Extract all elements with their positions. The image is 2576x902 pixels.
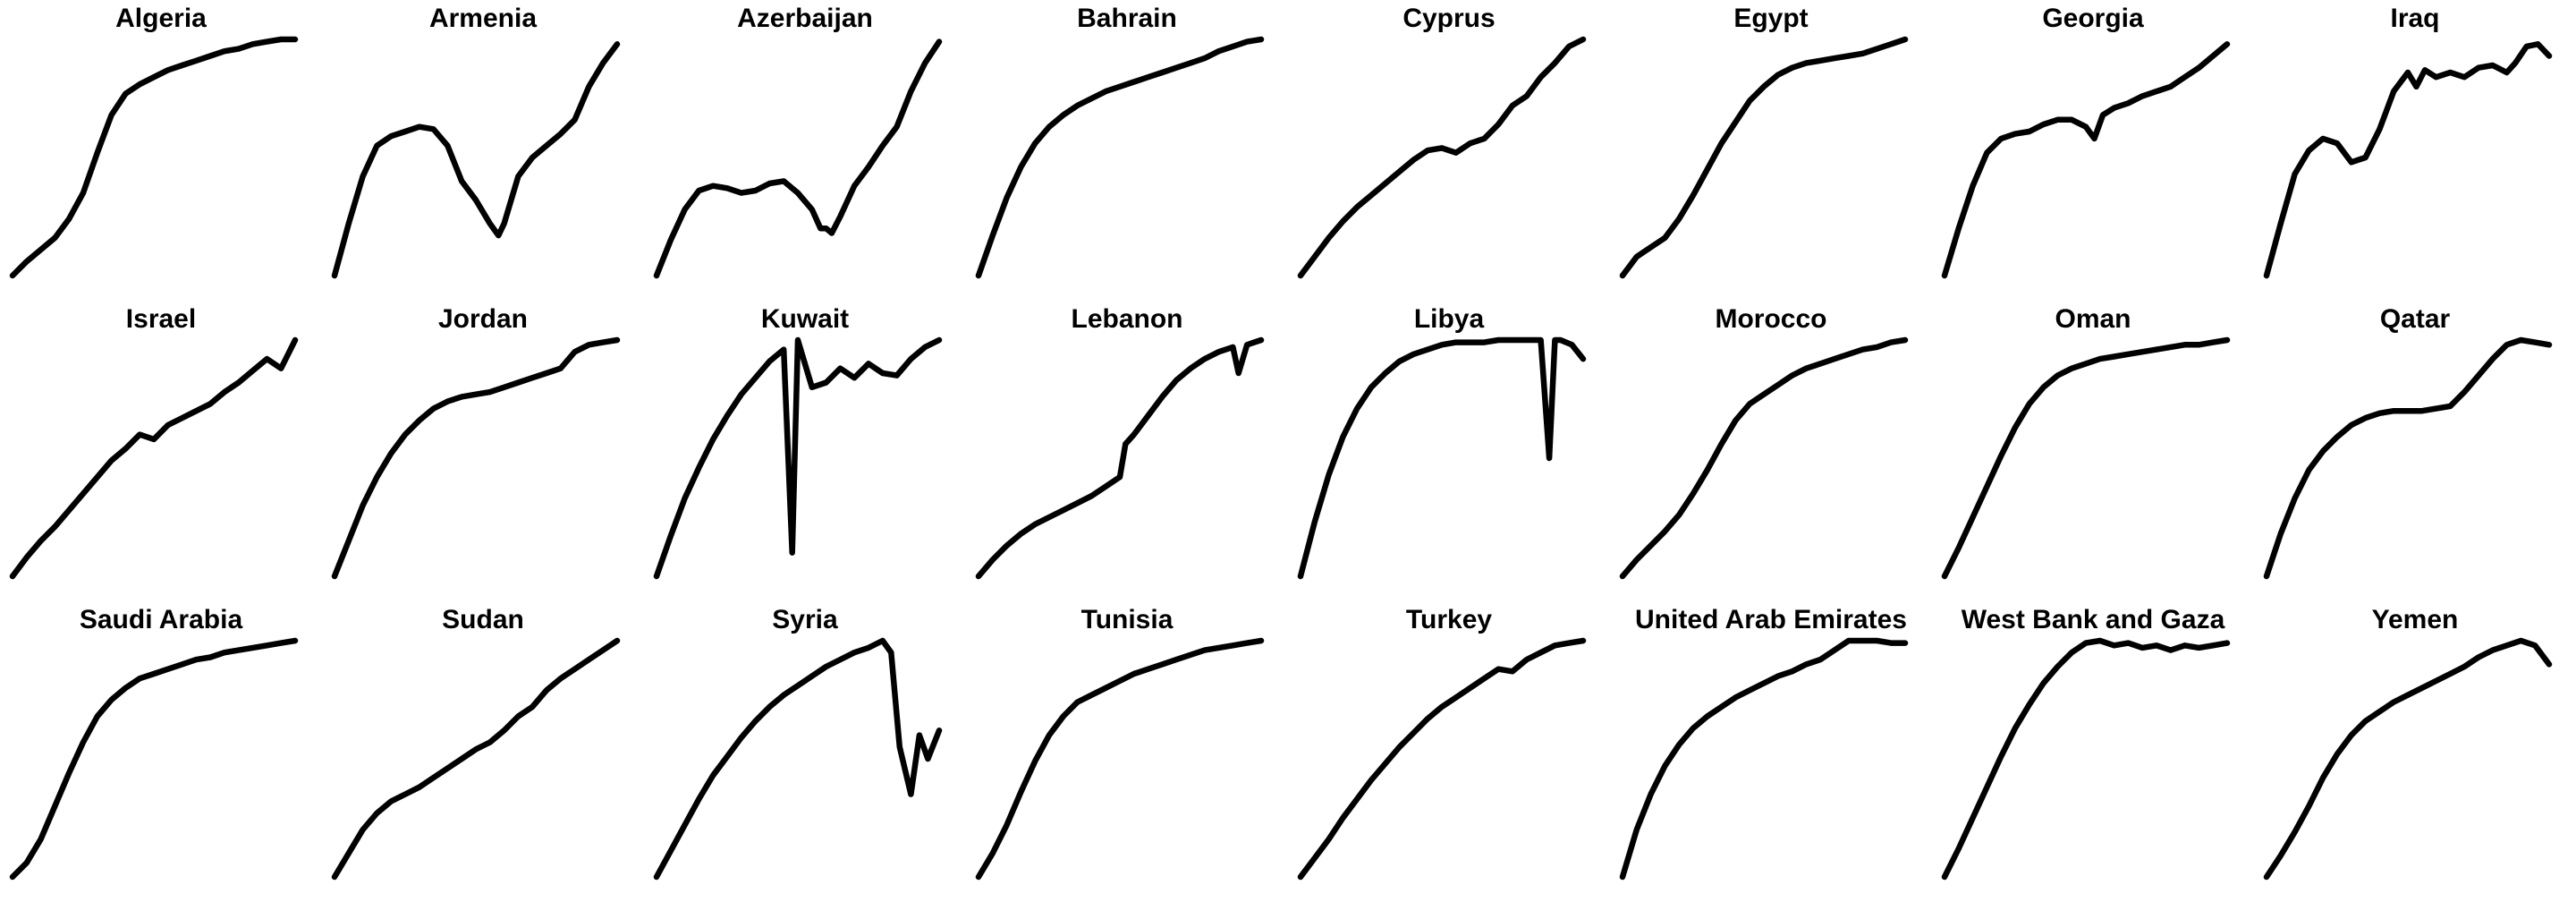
panel-bahrain: Bahrain [975,4,1265,279]
panel-title: Georgia [2042,4,2144,33]
series-line-united-arab-emirates [1619,637,1909,881]
panel-title: Cyprus [1402,4,1495,33]
panel-jordan: Jordan [331,304,621,580]
panel-title: Syria [772,605,838,634]
panel-kuwait: Kuwait [653,304,943,580]
panel-turkey: Turkey [1297,605,1587,881]
series-line-azerbaijan [653,38,943,279]
panel-title: Iraq [2390,4,2439,33]
panel-title: Algeria [115,4,207,33]
panel-united-arab-emirates: United Arab Emirates [1619,605,1909,881]
series-line-cyprus [1297,36,1587,279]
panel-title: Sudan [442,605,524,634]
panel-iraq: Iraq [2263,4,2553,279]
panel-title: Kuwait [761,304,849,334]
panel-yemen: Yemen [2263,605,2553,881]
panel-title: Oman [2055,304,2131,334]
panel-title: Turkey [1406,605,1492,634]
panel-title: Jordan [438,304,528,334]
series-line-morocco [1619,336,1909,580]
panel-title: Lebanon [1072,304,1183,334]
series-line-kuwait [653,336,943,580]
panel-title: Egypt [1733,4,1808,33]
panel-cyprus: Cyprus [1297,4,1587,279]
panel-algeria: Algeria [9,4,299,279]
series-line-oman [1941,336,2231,580]
series-line-egypt [1619,36,1909,279]
series-line-west-bank-and-gaza [1941,637,2231,881]
panel-sudan: Sudan [331,605,621,881]
series-line-yemen [2263,637,2553,881]
series-line-iraq [2263,41,2553,279]
panel-azerbaijan: Azerbaijan [653,4,943,279]
panel-title: West Bank and Gaza [1962,605,2225,634]
panel-title: Saudi Arabia [80,605,243,634]
series-line-georgia [1941,41,2231,279]
panel-title: Bahrain [1077,4,1177,33]
panel-title: United Arab Emirates [1635,605,1907,634]
panel-egypt: Egypt [1619,4,1909,279]
panel-title: Armenia [429,4,537,33]
panel-armenia: Armenia [331,4,621,279]
panel-title: Qatar [2380,304,2451,334]
series-line-sudan [331,637,621,881]
panel-libya: Libya [1297,304,1587,580]
panel-syria: Syria [653,605,943,881]
panel-title: Libya [1414,304,1485,334]
panel-title: Israel [126,304,196,334]
panel-title: Azerbaijan [737,4,873,33]
series-line-qatar [2263,336,2553,580]
panel-lebanon: Lebanon [975,304,1265,580]
series-line-syria [653,637,943,881]
series-line-saudi-arabia [9,637,299,881]
panel-israel: Israel [9,304,299,580]
series-line-lebanon [975,336,1265,580]
panel-title: Yemen [2372,605,2459,634]
series-line-armenia [331,41,621,279]
panel-georgia: Georgia [1941,4,2231,279]
series-line-turkey [1297,637,1587,881]
panel-morocco: Morocco [1619,304,1909,580]
panel-saudi-arabia: Saudi Arabia [9,605,299,881]
panel-qatar: Qatar [2263,304,2553,580]
series-line-israel [9,336,299,580]
series-line-jordan [331,336,621,580]
series-line-tunisia [975,637,1265,881]
panel-tunisia: Tunisia [975,605,1265,881]
series-line-algeria [9,36,299,279]
panel-west-bank-and-gaza: West Bank and Gaza [1941,605,2231,881]
series-line-bahrain [975,36,1265,279]
panel-title: Tunisia [1081,605,1174,634]
series-line-libya [1297,336,1587,580]
panel-oman: Oman [1941,304,2231,580]
panel-title: Morocco [1715,304,1826,334]
